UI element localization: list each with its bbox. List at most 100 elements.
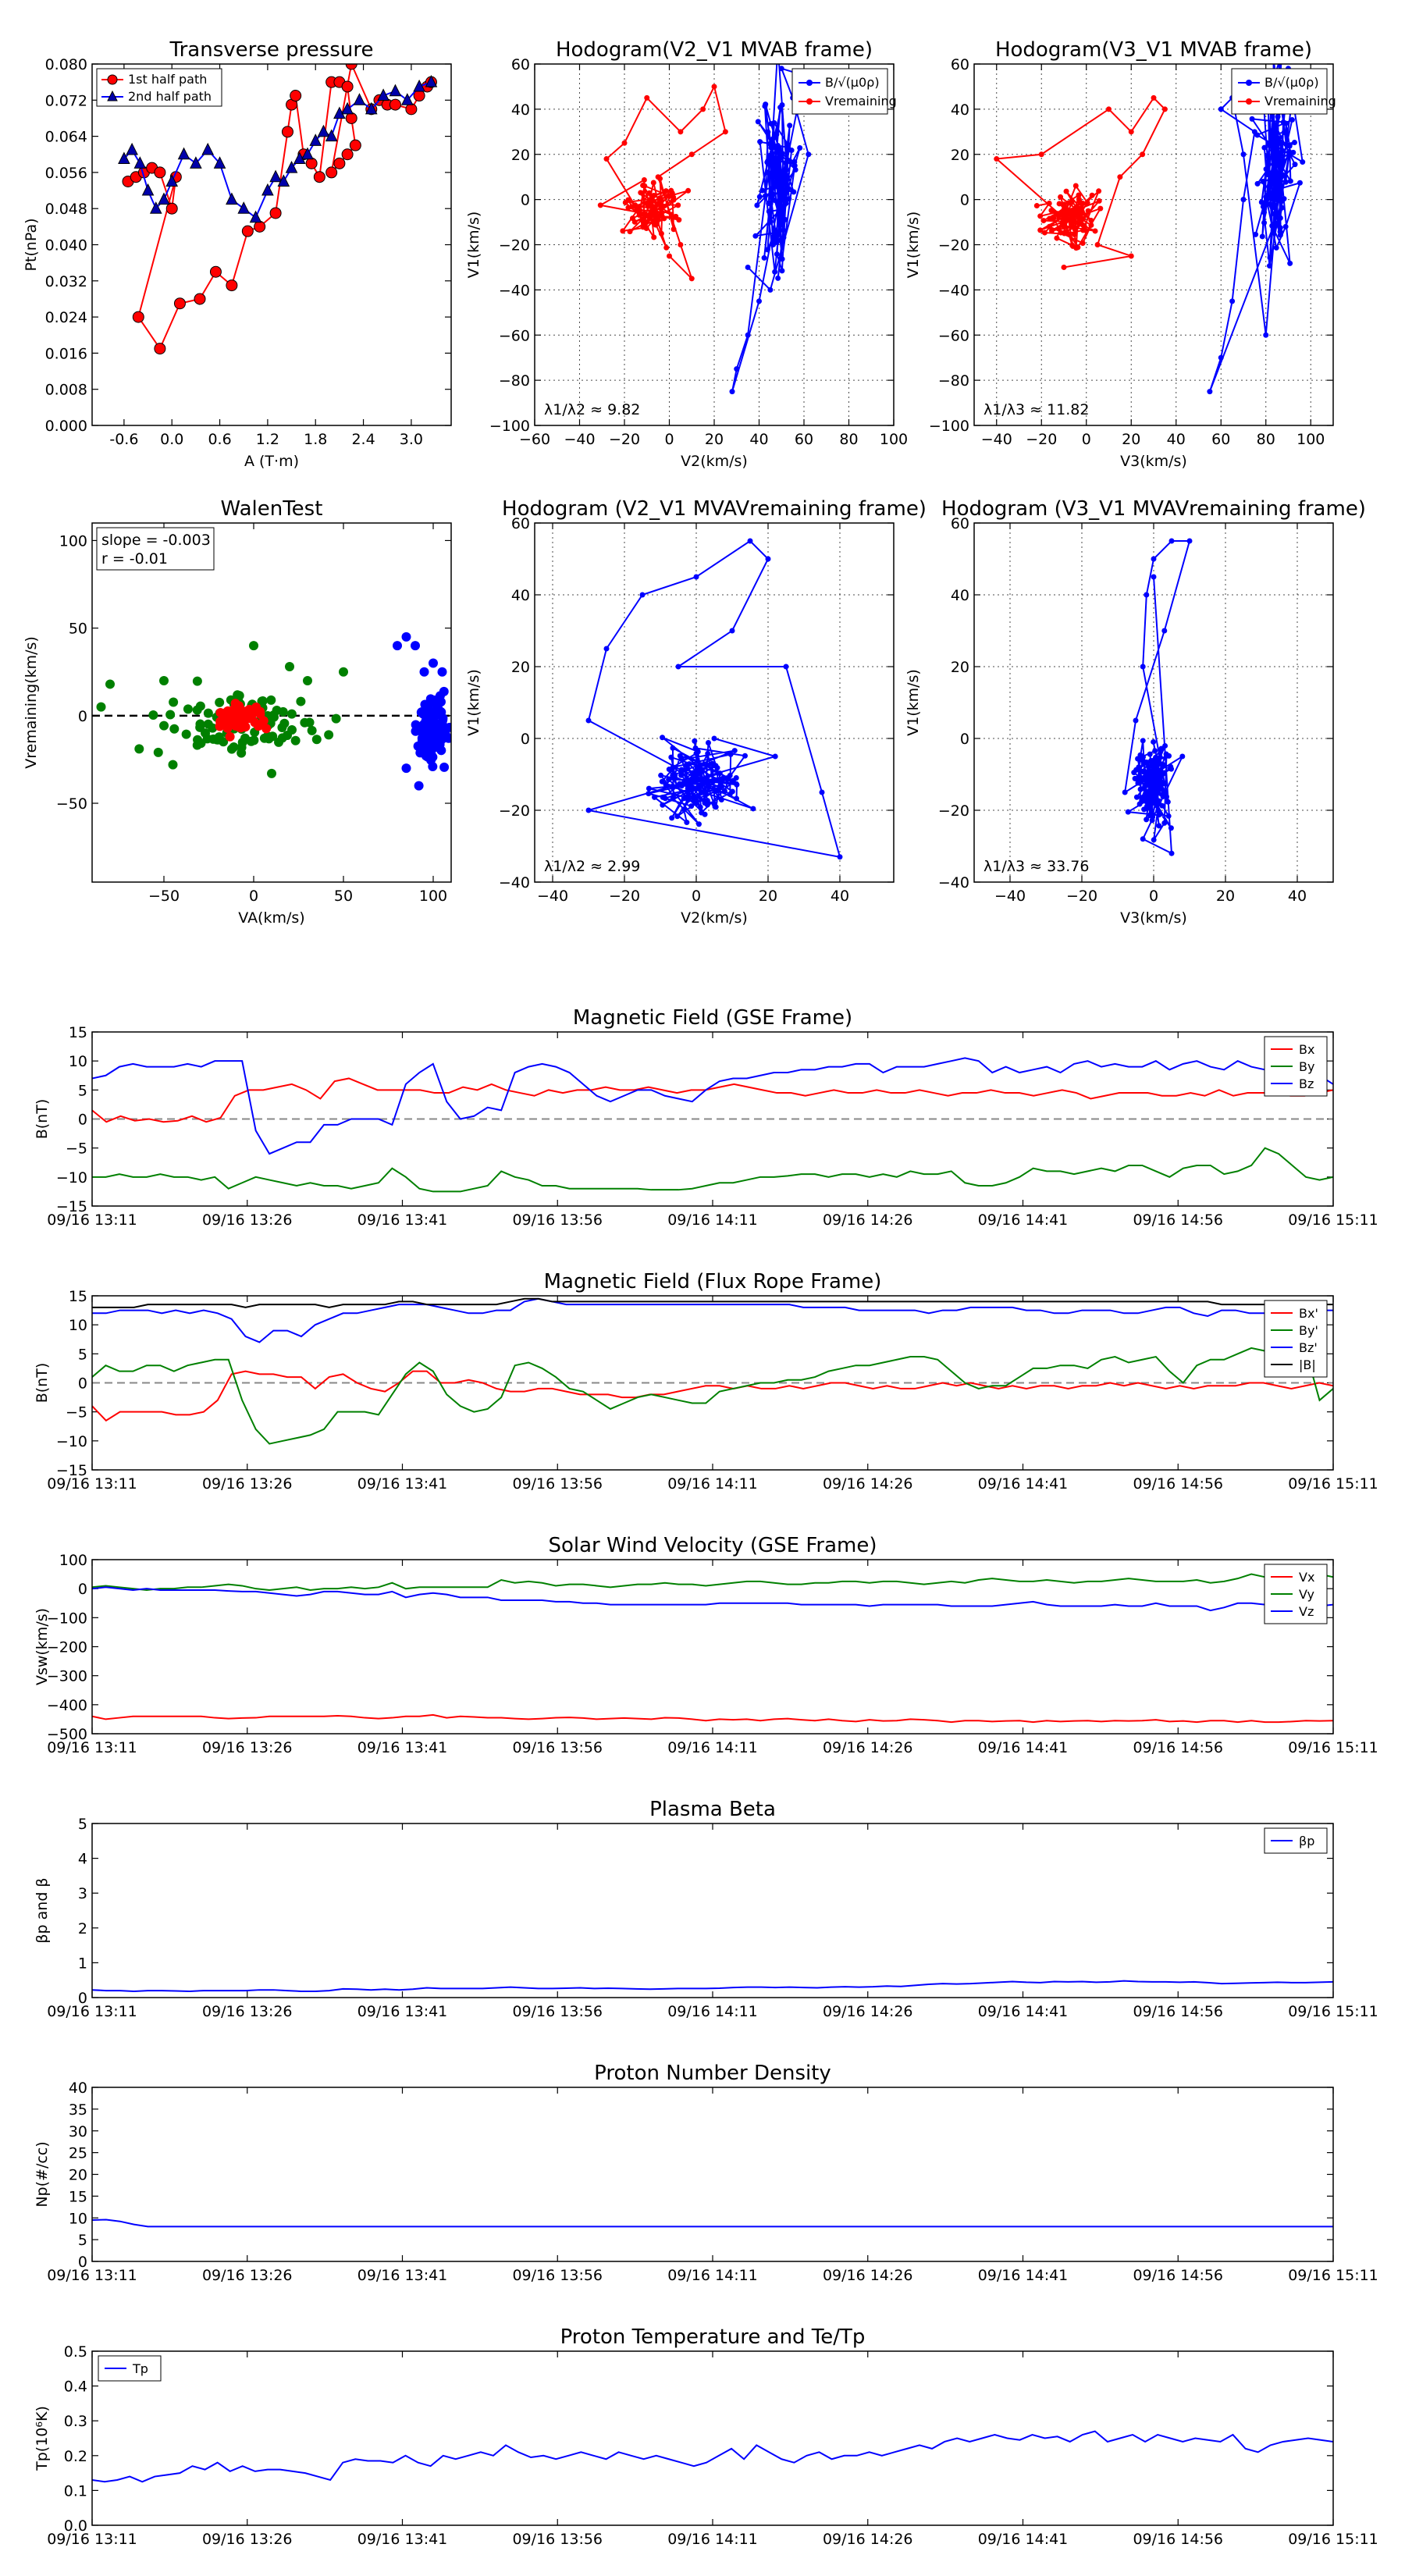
trajectory-point — [837, 854, 843, 860]
y-tick-label: 0.016 — [45, 345, 87, 362]
trajectory-point — [1062, 229, 1068, 235]
data-point — [237, 738, 247, 748]
trajectory-point — [762, 193, 768, 199]
trajectory-point — [660, 802, 666, 808]
y-axis-label: V1(km/s) — [465, 212, 482, 279]
x-axis-label: VA(km/s) — [238, 909, 304, 927]
y-tick-label: −100 — [929, 418, 969, 435]
trajectory-point — [783, 200, 789, 206]
trajectory-point — [1272, 202, 1278, 208]
chart-title: Hodogram (V3_V1 MVAVremaining frame) — [941, 497, 1366, 521]
y-tick-label: 60 — [951, 56, 969, 73]
y-tick-label: 3 — [78, 1885, 87, 1902]
y-tick-label: 35 — [69, 2101, 87, 2119]
y-tick-label: −200 — [47, 1639, 87, 1656]
series-line-2 — [92, 1297, 1333, 1343]
y-axis-label: Vremaining(km/s) — [23, 636, 40, 769]
trajectory-point — [639, 592, 646, 598]
trajectory-point — [699, 781, 705, 788]
x-tick-label: 09/16 13:56 — [512, 1739, 603, 1756]
trajectory-point — [699, 809, 705, 816]
trajectory-point — [767, 219, 774, 225]
trajectory-point — [1063, 188, 1069, 194]
trajectory-point — [778, 155, 784, 161]
trajectory-point — [1147, 751, 1153, 757]
trajectory-point — [1277, 225, 1283, 231]
x-tick-label: −20 — [609, 431, 640, 448]
trajectory-point — [773, 236, 779, 242]
trajectory-point — [1133, 767, 1140, 773]
trajectory-point — [1079, 208, 1085, 215]
trajectory-point — [1037, 227, 1044, 233]
trajectory-point — [684, 820, 690, 826]
x-tick-label: 20 — [705, 431, 724, 448]
plot-frame — [91, 2350, 1334, 2526]
trajectory-point — [1165, 799, 1171, 805]
x-axis-label: V2(km/s) — [681, 453, 748, 470]
x-tick-label: 09/16 13:26 — [202, 2003, 293, 2020]
y-tick-label: −60 — [938, 327, 969, 344]
data-point — [133, 156, 147, 169]
legend-marker — [1246, 80, 1252, 86]
chart-title: WalenTest — [221, 497, 323, 521]
y-tick-label: −80 — [499, 372, 530, 390]
data-point — [237, 748, 247, 758]
trajectory-point — [646, 791, 652, 797]
x-tick-label: 09/16 14:56 — [1133, 2531, 1223, 2548]
trajectory-point — [663, 781, 669, 788]
trajectory-point — [775, 200, 781, 206]
y-axis-label: Np(#/cc) — [34, 2141, 51, 2207]
trajectory-point — [670, 764, 676, 770]
data-point — [225, 717, 235, 728]
data-point — [181, 729, 191, 739]
y-tick-label: −50 — [56, 795, 87, 813]
trajectory-point — [1149, 817, 1155, 824]
legend-box — [96, 68, 222, 107]
trajectory-point — [734, 781, 740, 788]
data-point — [213, 156, 226, 169]
data-point — [165, 710, 176, 720]
chart-title: Hodogram(V3_V1 MVAB frame) — [995, 38, 1312, 62]
series-line-1 — [92, 1147, 1333, 1193]
data-point — [393, 641, 402, 651]
trajectory-point — [1151, 94, 1157, 101]
trajectory-point — [786, 196, 792, 202]
data-point — [258, 716, 269, 726]
x-tick-label: 09/16 14:26 — [823, 1212, 913, 1229]
data-point — [345, 64, 357, 70]
trajectory-point — [1151, 556, 1157, 562]
y-tick-label: 0.040 — [45, 237, 87, 254]
x-tick-label: 09/16 13:26 — [202, 1475, 293, 1493]
data-point — [426, 743, 436, 753]
data-point — [377, 88, 389, 101]
y-tick-label: 0.064 — [45, 129, 87, 146]
trajectory-point — [1273, 187, 1279, 193]
series-line-0 — [92, 2430, 1333, 2483]
trajectory-point — [1065, 200, 1072, 206]
x-tick-label: −40 — [981, 431, 1012, 448]
legend-label: Bz' — [1299, 1340, 1318, 1355]
y-tick-label: 40 — [511, 587, 530, 604]
series-line-0 — [92, 1370, 1333, 1422]
data-point — [279, 718, 290, 728]
y-tick-label: 0.008 — [45, 382, 87, 399]
trajectory-point — [627, 229, 633, 235]
legend: B/√(μ0ρ) Vremaining — [1231, 68, 1336, 115]
trajectory-point — [1275, 114, 1281, 120]
trajectory-point — [656, 195, 663, 201]
y-tick-label: −15 — [56, 1462, 87, 1479]
data-point — [225, 731, 235, 742]
trajectory-point — [669, 815, 675, 821]
trajectory-point — [683, 762, 689, 768]
y-tick-label: 0.024 — [45, 309, 87, 326]
legend-label: Bx' — [1299, 1306, 1318, 1321]
trajectory-point — [675, 202, 681, 208]
trajectory-point — [1047, 223, 1053, 229]
data-point — [126, 142, 138, 155]
trajectory-point — [1140, 738, 1146, 744]
trajectory-point — [766, 208, 772, 215]
x-tick-label: 0 — [1082, 431, 1091, 448]
x-tick-label: −40 — [564, 431, 595, 448]
trajectory-point — [727, 792, 733, 798]
